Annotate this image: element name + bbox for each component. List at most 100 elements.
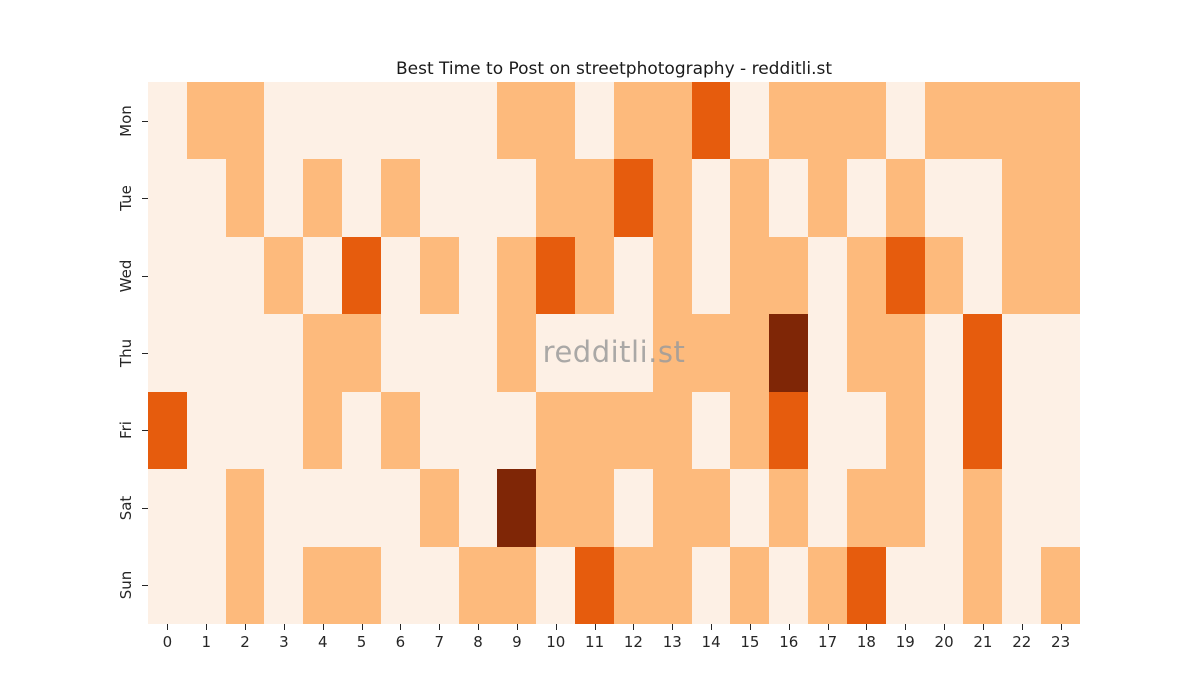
heatmap-cell	[264, 546, 304, 624]
x-tick	[594, 624, 596, 630]
heatmap-cell	[885, 159, 925, 237]
x-tick	[788, 624, 790, 630]
x-tick	[1021, 624, 1023, 630]
chart-title: Best Time to Post on streetphotography -…	[395, 59, 832, 79]
heatmap-cell	[380, 82, 420, 160]
heatmap-cell	[963, 159, 1003, 237]
y-tick-label: Thu	[117, 338, 135, 368]
y-tick	[142, 507, 148, 509]
heatmap-cell	[458, 236, 498, 315]
x-tick	[322, 624, 324, 630]
heatmap-cell	[924, 236, 964, 315]
heatmap-cell	[691, 236, 731, 315]
x-tick-label: 23	[1051, 633, 1071, 651]
heatmap-cell	[303, 469, 343, 547]
heatmap-cell	[652, 314, 692, 392]
heatmap-cell	[924, 314, 964, 392]
heatmap-cell	[924, 546, 964, 624]
x-tick	[749, 624, 751, 630]
heatmap-cell	[613, 469, 653, 547]
heatmap-cell	[1002, 159, 1042, 237]
heatmap-cell	[1041, 159, 1080, 237]
heatmap-cell	[148, 159, 187, 237]
heatmap-cell	[419, 82, 459, 160]
x-tick-label: 2	[240, 633, 250, 651]
heatmap-cell	[148, 236, 187, 315]
heatmap-cell	[536, 159, 576, 237]
x-tick	[516, 624, 518, 630]
heatmap-cell	[536, 314, 576, 392]
y-tick	[142, 198, 148, 200]
x-tick-label: 22	[1012, 633, 1032, 651]
heatmap-cell	[380, 469, 420, 547]
y-tick	[142, 430, 148, 432]
heatmap-cell	[963, 546, 1003, 624]
heatmap-cell	[924, 391, 964, 470]
heatmap-cell	[808, 314, 847, 392]
heatmap-cell	[769, 159, 809, 237]
heatmap-cell	[575, 469, 614, 547]
heatmap-cell	[536, 546, 576, 624]
heatmap-cell	[264, 82, 304, 160]
heatmap-cell	[148, 546, 187, 624]
heatmap-cell	[963, 391, 1003, 470]
y-tick-label: Mon	[117, 104, 135, 137]
x-tick-label: 8	[473, 633, 483, 651]
heatmap-cell	[419, 159, 459, 237]
heatmap-cell	[808, 469, 847, 547]
heatmap-cell	[613, 159, 653, 237]
heatmap-cell	[885, 82, 925, 160]
heatmap-cell	[613, 391, 653, 470]
heatmap-cell	[186, 159, 226, 237]
heatmap-cell	[924, 159, 964, 237]
heatmap-cell	[575, 159, 614, 237]
y-tick	[142, 585, 148, 587]
heatmap-cell	[497, 314, 537, 392]
heatmap-cell	[846, 546, 886, 624]
heatmap-cell	[186, 82, 226, 160]
heatmap-cell	[497, 82, 537, 160]
heatmap-cell	[1041, 546, 1080, 624]
y-tick-label: Wed	[117, 259, 135, 292]
heatmap-cell	[769, 82, 809, 160]
heatmap-cell	[148, 314, 187, 392]
x-tick	[672, 624, 674, 630]
heatmap-cell	[769, 391, 809, 470]
heatmap-cell	[342, 314, 381, 392]
heatmap-cell	[497, 236, 537, 315]
heatmap-cell	[769, 546, 809, 624]
x-tick-label: 20	[934, 633, 954, 651]
heatmap-cell	[846, 391, 886, 470]
heatmap-cell	[1002, 546, 1042, 624]
heatmap-cell	[652, 236, 692, 315]
heatmap-cell	[769, 236, 809, 315]
heatmap-cell	[575, 546, 614, 624]
heatmap-cell	[1041, 82, 1080, 160]
heatmap-cell	[264, 391, 304, 470]
heatmap-cell	[303, 546, 343, 624]
x-tick	[283, 624, 285, 630]
heatmap-cell	[652, 546, 692, 624]
x-tick-label: 17	[818, 633, 838, 651]
heatmap-cell	[380, 314, 420, 392]
heatmap-cell	[924, 469, 964, 547]
heatmap-cell	[419, 391, 459, 470]
x-tick-label: 16	[779, 633, 799, 651]
heatmap-cell	[225, 391, 265, 470]
heatmap-cell	[342, 469, 381, 547]
heatmap-cell	[458, 546, 498, 624]
heatmap-cell	[419, 469, 459, 547]
x-tick-label: 10	[546, 633, 566, 651]
heatmap-cell	[497, 391, 537, 470]
heatmap-cell	[730, 546, 770, 624]
heatmap-cell	[458, 82, 498, 160]
heatmap-cell	[148, 82, 187, 160]
heatmap-cell	[808, 159, 847, 237]
heatmap-cell	[186, 546, 226, 624]
heatmap-cell	[1002, 236, 1042, 315]
x-tick-label: 12	[623, 633, 643, 651]
y-tick-label: Sun	[117, 571, 135, 600]
x-tick-label: 21	[973, 633, 993, 651]
x-tick	[633, 624, 635, 630]
